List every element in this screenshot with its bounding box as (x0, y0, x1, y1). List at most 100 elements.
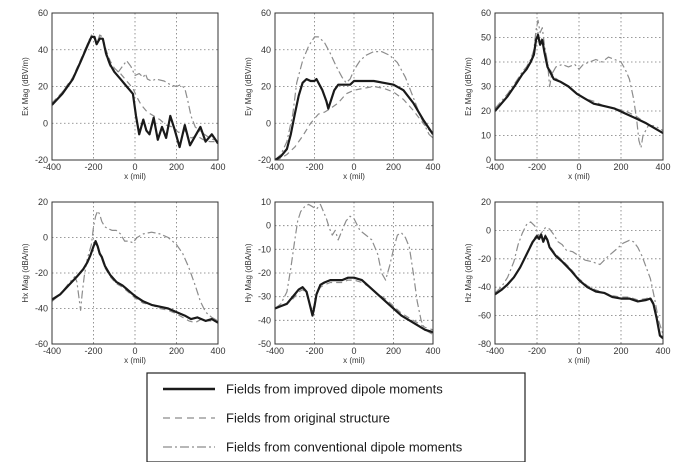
plot-frame (274, 12, 434, 161)
y-tick-label: -20 (258, 155, 271, 165)
y-tick-label: 20 (481, 197, 491, 207)
y-tick-label: -20 (35, 268, 48, 278)
y-tick-label: 0 (486, 155, 491, 165)
y-axis-label: Hy Mag (dBA/m) (244, 243, 253, 302)
x-axis-label: x (mil) (124, 356, 146, 365)
plot-area (495, 202, 663, 344)
x-tick-label: 200 (169, 346, 184, 356)
y-tick-label: 20 (261, 82, 271, 92)
series-line-improved (495, 233, 663, 340)
x-tick-label: -200 (84, 346, 102, 356)
x-tick-label: -200 (528, 162, 546, 172)
legend-label-original: Fields from original structure (226, 411, 390, 426)
series-line-improved (495, 33, 663, 135)
x-tick-label: 400 (655, 162, 670, 172)
plot-area (275, 202, 433, 344)
x-tick-label: -200 (305, 346, 323, 356)
x-axis-label: x (mil) (568, 172, 590, 181)
series-line-improved (52, 240, 218, 324)
y-tick-label: -10 (258, 244, 271, 254)
x-axis-label: x (mil) (568, 356, 590, 365)
y-axis-label: Hz Mag (dBA/m) (464, 243, 473, 302)
x-tick-label: -200 (305, 162, 323, 172)
y-tick-label: -40 (258, 315, 271, 325)
x-tick-label: -200 (84, 162, 102, 172)
y-axis-label: Ez Mag (dBV/m) (464, 57, 473, 116)
series-line-improved (275, 276, 433, 334)
legend-label-conventional: Fields from conventional dipole moments (226, 440, 463, 455)
legend-label-improved: Fields from improved dipole moments (226, 382, 443, 397)
y-tick-label: -40 (478, 282, 491, 292)
y-tick-label: 0 (486, 225, 491, 235)
x-axis-label: x (mil) (124, 172, 146, 181)
x-tick-label: 0 (576, 162, 581, 172)
y-tick-label: 0 (266, 221, 271, 231)
y-tick-label: -80 (478, 339, 491, 349)
x-tick-label: -200 (528, 346, 546, 356)
y-tick-label: -50 (258, 339, 271, 349)
series-line-conventional (275, 203, 433, 336)
series-group (52, 210, 218, 324)
x-tick-label: 0 (351, 346, 356, 356)
x-tick-label: -400 (43, 346, 61, 356)
series-group (495, 221, 663, 340)
x-tick-label: -400 (266, 346, 284, 356)
x-tick-label: 200 (386, 346, 401, 356)
y-axis-label: Hx Mag (dBA/m) (21, 243, 30, 302)
series-line-conventional (495, 221, 663, 335)
y-tick-label: 40 (261, 45, 271, 55)
series-group (275, 36, 433, 160)
y-tick-label: 0 (43, 233, 48, 243)
y-tick-label: -60 (35, 339, 48, 349)
x-tick-label: -400 (266, 162, 284, 172)
y-tick-label: -20 (35, 155, 48, 165)
plot-frame (494, 201, 664, 345)
y-tick-label: 60 (261, 8, 271, 18)
y-tick-label: 20 (481, 106, 491, 116)
y-tick-label: 20 (38, 197, 48, 207)
series-line-conventional (495, 19, 663, 149)
series-group (495, 19, 663, 149)
y-tick-label: 20 (38, 82, 48, 92)
x-tick-label: 0 (351, 162, 356, 172)
x-tick-label: 400 (655, 346, 670, 356)
y-axis-label: Ey Mag (dBV/m) (244, 57, 253, 116)
x-tick-label: 400 (210, 346, 225, 356)
y-tick-label: 0 (43, 118, 48, 128)
x-tick-label: 200 (169, 162, 184, 172)
x-tick-label: 200 (386, 162, 401, 172)
plot-frame (494, 12, 664, 161)
subplot-3: -400 -200 0 200 400 0 10 20 30 40 50 60 x (mil) Ez Ma… (464, 8, 671, 181)
x-tick-label: 0 (132, 346, 137, 356)
x-tick-label: 400 (425, 162, 440, 172)
y-tick-label: 60 (481, 8, 491, 18)
series-line-improved (52, 35, 218, 149)
legend: Fields from improved dipole moments Fiel… (146, 372, 526, 462)
series-group (52, 34, 218, 149)
x-tick-label: 200 (613, 162, 628, 172)
series-group (275, 203, 433, 336)
series-line-improved (275, 78, 433, 160)
x-tick-label: 400 (210, 162, 225, 172)
x-tick-label: 200 (613, 346, 628, 356)
series-line-conventional (52, 210, 218, 322)
series-line-original (275, 85, 433, 160)
y-tick-label: 60 (38, 8, 48, 18)
y-tick-label: 30 (481, 82, 491, 92)
x-tick-label: -400 (43, 162, 61, 172)
y-axis-label: Ex Mag (dBV/m) (21, 57, 30, 116)
y-tick-label: 40 (481, 57, 491, 67)
plot-frame (274, 201, 434, 345)
x-tick-label: -400 (486, 346, 504, 356)
y-tick-label: 0 (266, 118, 271, 128)
y-tick-label: -30 (258, 292, 271, 302)
x-tick-label: 0 (576, 346, 581, 356)
series-line-original (275, 279, 433, 331)
y-tick-label: 10 (481, 131, 491, 141)
plot-frame (51, 201, 219, 345)
